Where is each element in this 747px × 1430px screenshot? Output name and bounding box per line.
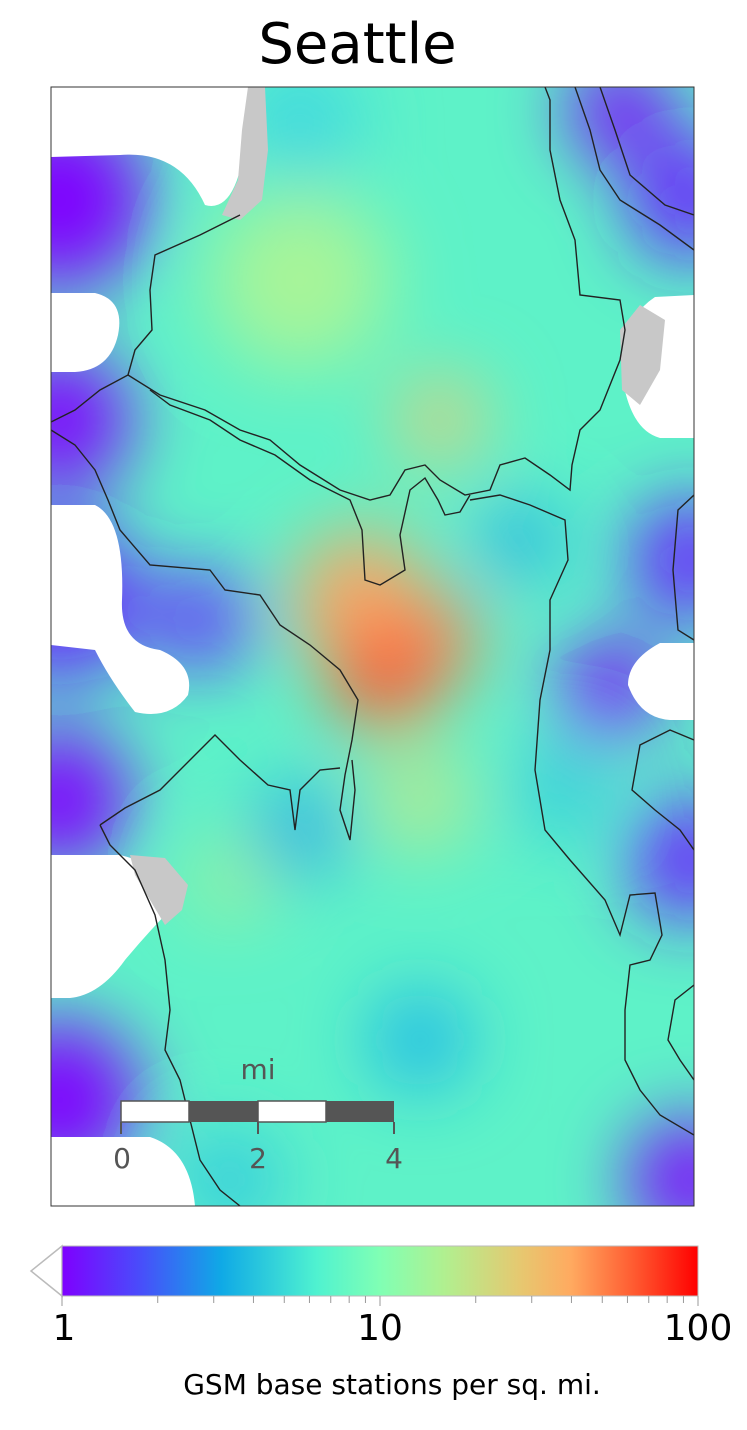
coastline [51, 87, 694, 1206]
no-data-mask [51, 293, 120, 372]
density-blob [240, 87, 360, 180]
density-blob [190, 840, 270, 920]
map-frame [50, 86, 695, 1207]
scale-bar [120, 1100, 395, 1134]
map-title: Seattle [258, 12, 457, 77]
density-blob [630, 500, 694, 620]
density-blob [630, 1120, 694, 1206]
density-blob [630, 800, 694, 920]
density-blob [51, 730, 130, 870]
scale-bar-tick: 4 [385, 1142, 403, 1175]
colorbar-tick-label: 1 [52, 1308, 76, 1349]
density-blob [570, 87, 670, 160]
scale-bar-tick: 2 [249, 1142, 267, 1175]
density-blob [150, 570, 250, 670]
density-blob [480, 500, 560, 580]
density-blob [370, 750, 470, 850]
no-data-mask [51, 1137, 195, 1206]
no-data-mask [628, 643, 694, 720]
colorbar [29, 1244, 699, 1306]
colorbar-tick-label: 10 [357, 1308, 403, 1349]
density-blob [255, 785, 345, 875]
density-blob [370, 990, 470, 1090]
colorbar-tick-label: 100 [663, 1308, 733, 1349]
scale-bar-tick: 0 [113, 1142, 131, 1175]
scale-bar-unit: mi [240, 1053, 276, 1086]
density-heatmap [51, 87, 694, 1206]
density-blob [180, 1130, 280, 1206]
colorbar-gradient [61, 1245, 699, 1297]
density-blob [515, 745, 605, 835]
colorbar-extend-min [29, 1244, 63, 1298]
density-blob [395, 375, 485, 465]
density-blob [630, 140, 694, 260]
colorbar-label: GSM base stations per sq. mi. [183, 1368, 601, 1401]
density-blob [210, 190, 390, 370]
no-data-mask [51, 87, 248, 206]
no-data-mask [51, 505, 190, 714]
outside-land [130, 87, 665, 925]
density-blob [357, 647, 413, 703]
density-blob [400, 600, 480, 680]
